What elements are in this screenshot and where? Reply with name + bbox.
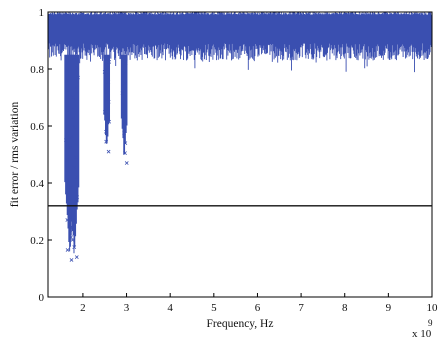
data-point (72, 245, 77, 250)
x-axis-multiplier-exponent: 9 (428, 318, 433, 328)
data-point (106, 99, 111, 104)
x-tick-label: 4 (167, 302, 173, 314)
data-point (74, 155, 79, 160)
x-tick-label: 7 (298, 302, 304, 314)
data-point (102, 69, 107, 74)
data-point (69, 135, 74, 140)
data-point (122, 131, 126, 136)
data-point (69, 258, 74, 262)
data-point (65, 248, 70, 252)
data-point (104, 129, 108, 134)
y-tick-label: 0.4 (30, 178, 44, 190)
x-tick-label: 3 (124, 302, 130, 314)
data-point (107, 59, 112, 64)
data-point (123, 61, 128, 66)
data-point (74, 175, 79, 180)
data-point (106, 149, 111, 154)
data-point (73, 125, 78, 130)
x-tick-label: 8 (342, 302, 348, 314)
y-tick-label: 1 (39, 7, 45, 19)
data-point (123, 141, 128, 145)
data-point (75, 195, 80, 200)
data-point (122, 121, 127, 126)
data-point (71, 115, 76, 120)
x-tick-label: 2 (80, 302, 86, 314)
y-tick-label: 0.8 (30, 64, 44, 76)
data-dip-4 (120, 54, 129, 165)
data-point (121, 111, 126, 116)
data-point (69, 225, 74, 230)
data-point (65, 218, 70, 222)
data-point (120, 91, 125, 96)
data-point (72, 165, 76, 170)
data-point (70, 215, 75, 220)
x-axis-multiplier: x 10 (412, 328, 432, 340)
data-point (76, 75, 80, 80)
data-dip-2 (68, 54, 80, 259)
data-point (107, 119, 111, 124)
y-axis-label: fit error / rms variation (9, 102, 21, 208)
data-point (102, 109, 107, 114)
data-point (72, 55, 76, 60)
data-point (123, 151, 127, 155)
data-point (64, 138, 68, 143)
data-point (105, 89, 110, 94)
data-point (74, 65, 79, 70)
x-tick-label: 6 (255, 302, 261, 314)
y-tick-label: 0.6 (30, 121, 44, 133)
axes-box (47, 11, 433, 298)
data-point (121, 101, 126, 106)
data-point (69, 185, 73, 190)
y-axis: 0 0.2 0.4 0.6 0.8 1 (30, 7, 52, 304)
y-tick-label: 0 (39, 292, 45, 304)
data-point (123, 81, 128, 86)
data-point (74, 255, 79, 259)
x-axis-label: Frequency, Hz (207, 318, 274, 330)
data-point (121, 71, 126, 76)
data-point (106, 79, 111, 84)
data-point (71, 95, 75, 100)
data-point (64, 158, 69, 163)
y-tick-label: 0.2 (30, 235, 44, 247)
data-point (124, 161, 129, 165)
data-point (74, 85, 79, 90)
data-point (68, 145, 73, 150)
data-point (64, 68, 69, 73)
x-tick-label: 10 (427, 302, 439, 314)
x-tick-label: 5 (211, 302, 217, 314)
data-layer (48, 12, 433, 262)
x-axis: 2 3 4 5 6 7 8 9 10 (80, 293, 438, 314)
data-dip-3 (102, 54, 112, 154)
data-point (69, 235, 73, 240)
x-tick-label: 9 (386, 302, 392, 314)
data-point (104, 139, 109, 144)
data-point (72, 105, 76, 110)
